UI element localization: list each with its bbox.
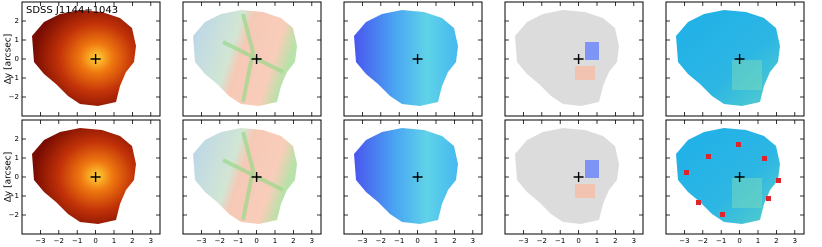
- center-cross: [251, 172, 262, 182]
- x-tick-label: 0: [737, 237, 741, 245]
- x-tick-label: 3: [149, 237, 153, 245]
- map-feature: [736, 142, 741, 147]
- x-tick-label: −1: [72, 237, 82, 245]
- x-tick-label: 1: [112, 237, 116, 245]
- y-tick-label: −1: [9, 192, 19, 200]
- y-tick-label: 2: [15, 135, 19, 143]
- x-tick-label: 0: [93, 237, 97, 245]
- x-tick-label: −3: [679, 237, 689, 245]
- panel: −3 −2 −1 0 1 2 3 −2 −1 0 1 2 Δy [arcsec]: [4, 119, 161, 245]
- x-tick-label: 1: [273, 237, 277, 245]
- map-feature: [732, 60, 762, 90]
- x-tick-label: −3: [35, 237, 45, 245]
- x-tick-label: 0: [254, 237, 258, 245]
- x-tick-label: 3: [310, 237, 314, 245]
- x-tick-label: 0: [576, 237, 580, 245]
- y-axis-label: Δy [arcsec]: [4, 152, 14, 203]
- x-tick-label: 2: [613, 237, 617, 245]
- map-feature: [222, 131, 284, 221]
- x-tick-label: 3: [471, 237, 475, 245]
- x-tick-label: 3: [632, 237, 636, 245]
- center-cross: [90, 172, 101, 182]
- x-tick-label: 1: [434, 237, 438, 245]
- panel: [665, 1, 805, 117]
- map-region: [354, 10, 458, 106]
- y-tick-label: 1: [15, 154, 19, 162]
- x-tick-label: −1: [394, 237, 404, 245]
- x-tick-label: −2: [537, 237, 547, 245]
- x-tick-label: 0: [415, 237, 419, 245]
- x-tick-label: 1: [756, 237, 760, 245]
- map-feature: [696, 200, 701, 205]
- map-feature: [575, 184, 595, 198]
- x-tick-label: 2: [130, 237, 134, 245]
- map-feature: [684, 170, 689, 175]
- panel: [504, 1, 644, 117]
- x-tick-label: 2: [452, 237, 456, 245]
- x-tick-label: −1: [555, 237, 565, 245]
- center-cross: [251, 54, 262, 64]
- map-feature: [706, 154, 711, 159]
- map-feature: [585, 160, 599, 178]
- x-tick-label: −2: [376, 237, 386, 245]
- map-feature: [585, 42, 599, 60]
- x-tick-label: −2: [54, 237, 64, 245]
- y-tick-label: 2: [15, 17, 19, 25]
- center-cross: [573, 54, 584, 64]
- x-tick-label: −2: [215, 237, 225, 245]
- map-region: [193, 10, 297, 106]
- panel: −3 −2 −1 0 1 2 3: [343, 119, 483, 245]
- panel: [182, 1, 322, 117]
- y-tick-label: 0: [15, 173, 19, 181]
- panel: −3 −2 −1 0 1 2 3: [182, 119, 322, 245]
- map-region: [676, 10, 780, 106]
- x-tick-label: −3: [357, 237, 367, 245]
- panel: [343, 1, 483, 117]
- x-tick-label: 2: [774, 237, 778, 245]
- map-region: [354, 128, 458, 224]
- map-feature: [720, 212, 725, 217]
- map-feature: [776, 178, 781, 183]
- x-tick-label: −1: [716, 237, 726, 245]
- y-tick-label: −2: [9, 93, 19, 101]
- x-tick-label: −1: [233, 237, 243, 245]
- y-tick-label: 1: [15, 36, 19, 44]
- x-tick-label: 2: [291, 237, 295, 245]
- y-axis-label: Δy [arcsec]: [4, 34, 14, 85]
- chart-title: SDSS J1144+1043: [26, 5, 118, 16]
- panel: −2 −1 0 1 2 Δy [arcsec] SDSS J1144+1043: [4, 1, 161, 117]
- map-feature: [222, 13, 284, 103]
- map-feature: [762, 156, 767, 161]
- map-region: [515, 128, 619, 224]
- panel: −3 −2 −1 0 1 2 3: [665, 119, 805, 245]
- center-cross: [573, 172, 584, 182]
- map-region: [515, 10, 619, 106]
- map-region: [676, 128, 780, 224]
- x-tick-label: −3: [196, 237, 206, 245]
- x-tick-label: −2: [698, 237, 708, 245]
- x-tick-label: 3: [793, 237, 797, 245]
- x-tick-label: −3: [518, 237, 528, 245]
- x-tick-label: 1: [595, 237, 599, 245]
- y-tick-label: −1: [9, 74, 19, 82]
- map-region: [32, 10, 136, 106]
- center-cross: [90, 54, 101, 64]
- map-region: [32, 128, 136, 224]
- center-cross: [412, 54, 423, 64]
- map-feature: [732, 178, 762, 208]
- map-feature: [766, 196, 771, 201]
- center-cross: [734, 172, 745, 182]
- panel: −3 −2 −1 0 1 2 3: [504, 119, 644, 245]
- y-tick-label: −2: [9, 211, 19, 219]
- map-region: [193, 128, 297, 224]
- map-feature: [575, 66, 595, 80]
- center-cross: [734, 54, 745, 64]
- y-tick-label: 0: [15, 55, 19, 63]
- center-cross: [412, 172, 423, 182]
